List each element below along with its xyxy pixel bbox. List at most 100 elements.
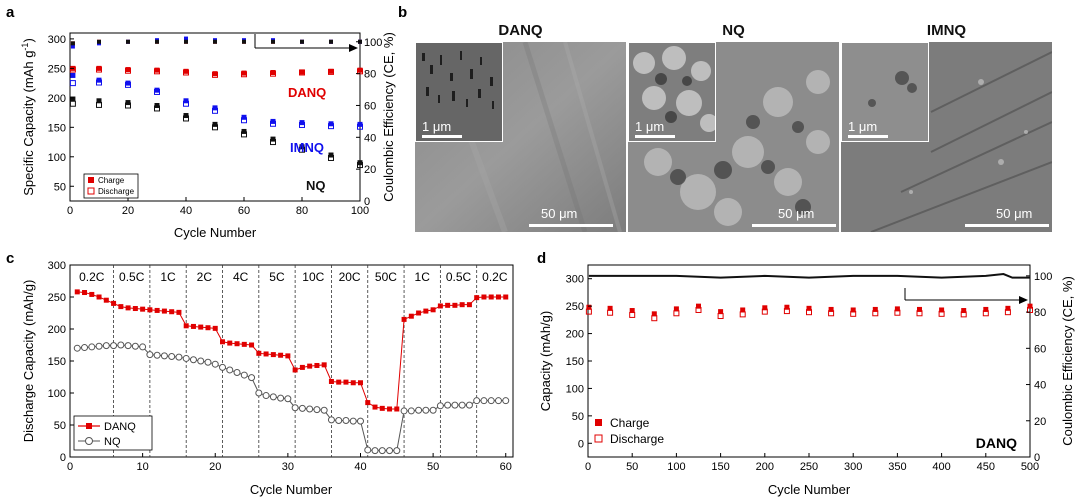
sem-inset-imnq: 1 μm bbox=[841, 42, 929, 142]
a-y2-tick-label: 100 bbox=[364, 37, 382, 49]
panel-letter-d: d bbox=[537, 250, 547, 267]
a-nq-discharge-point bbox=[270, 139, 276, 146]
c-danq-point bbox=[328, 378, 334, 384]
c-nq-point bbox=[429, 406, 437, 414]
c-rate-label: 0.5C bbox=[446, 270, 472, 284]
c-nq-point bbox=[502, 397, 510, 405]
c-nq-point bbox=[313, 406, 321, 414]
sem-scalebar-imnq bbox=[965, 224, 1049, 227]
c-nq-point bbox=[306, 405, 314, 413]
a-xtick-label: 0 bbox=[67, 205, 73, 217]
d-ylabel: Capacity (mAh/g) bbox=[538, 311, 553, 411]
d-y-tick-label: 250 bbox=[566, 301, 584, 313]
d-discharge-point bbox=[982, 310, 989, 317]
d-y-tick-label: 200 bbox=[566, 329, 584, 341]
a-danq-charge-point bbox=[357, 67, 363, 73]
a-xtick-label: 60 bbox=[238, 205, 250, 217]
d-charge-point bbox=[939, 307, 945, 313]
a-xtick-label: 80 bbox=[296, 205, 308, 217]
d-discharge-point bbox=[938, 310, 945, 317]
d-charge-point bbox=[607, 305, 613, 311]
d-discharge-point bbox=[960, 311, 967, 318]
d-y-tick-label: 100 bbox=[566, 383, 584, 395]
c-xlabel: Cycle Number bbox=[250, 482, 333, 497]
a-label-danq: DANQ bbox=[288, 85, 326, 100]
c-nq-point bbox=[349, 417, 357, 425]
c-danq-point bbox=[452, 302, 458, 308]
a-danq-discharge-point bbox=[270, 70, 276, 77]
d-y-tick-label: 0 bbox=[578, 438, 584, 450]
c-xtick-label: 50 bbox=[427, 461, 439, 473]
d-discharge-point bbox=[894, 309, 901, 316]
c-nq-point bbox=[233, 369, 241, 377]
c-danq-point bbox=[227, 340, 233, 346]
c-rate-label: 5C bbox=[269, 270, 285, 284]
c-danq-point bbox=[336, 379, 342, 385]
d-y2-tick-label: 60 bbox=[1034, 343, 1046, 355]
c-danq-point bbox=[321, 362, 327, 368]
a-label-nq: NQ bbox=[306, 178, 326, 193]
c-nq-point bbox=[211, 360, 219, 368]
c-danq-point bbox=[466, 302, 472, 308]
c-danq-point bbox=[350, 380, 356, 386]
c-danq-point bbox=[488, 294, 494, 300]
a-danq-charge-point bbox=[241, 70, 247, 76]
c-danq-point bbox=[234, 341, 240, 347]
a-y-tick-label: 100 bbox=[48, 152, 66, 164]
a-y2-tick-label: 0 bbox=[364, 196, 370, 208]
d-discharge-point bbox=[850, 310, 857, 317]
c-xtick-label: 30 bbox=[282, 461, 294, 473]
d-discharge-point bbox=[739, 311, 746, 318]
c-danq-point bbox=[299, 364, 305, 370]
a-xtick-label: 40 bbox=[180, 205, 192, 217]
c-nq-point bbox=[364, 446, 372, 454]
c-nq-point bbox=[342, 417, 350, 425]
d-y2-tick-label: 20 bbox=[1034, 416, 1046, 428]
d-annotation: DANQ bbox=[976, 435, 1017, 451]
c-danq-point bbox=[82, 290, 88, 296]
d-discharge-point bbox=[695, 306, 702, 313]
a-imnq-discharge-point bbox=[183, 100, 189, 107]
c-danq-point bbox=[154, 307, 160, 313]
d-discharge-point bbox=[629, 311, 636, 318]
d-y2label: Coulombic Efficiency (CE, %) bbox=[1060, 276, 1075, 446]
a-nq-ce-point bbox=[271, 39, 275, 44]
d-discharge-point bbox=[651, 315, 658, 322]
c-xtick-label: 0 bbox=[67, 461, 73, 473]
c-danq-point bbox=[169, 309, 175, 315]
a-imnq-discharge-point bbox=[241, 117, 247, 124]
d-xtick-label: 500 bbox=[1021, 461, 1039, 473]
d-xtick-label: 100 bbox=[667, 461, 685, 473]
a-ylabel: Specific Capacity (mAh g-1) bbox=[20, 38, 36, 196]
c-rate-label: 50C bbox=[375, 270, 397, 284]
c-danq-point bbox=[379, 405, 385, 411]
d-y2-tick-label: 80 bbox=[1034, 307, 1046, 319]
a-danq-discharge-point bbox=[183, 69, 189, 76]
c-nq-point bbox=[386, 447, 394, 455]
c-nq-point bbox=[160, 352, 168, 360]
c-nq-point bbox=[219, 363, 227, 371]
c-nq-point bbox=[327, 416, 335, 424]
c-danq-point bbox=[96, 294, 102, 300]
a-imnq-ce-point bbox=[184, 36, 188, 41]
c-danq-point bbox=[132, 306, 138, 312]
c-danq-point bbox=[365, 400, 371, 406]
c-nq-point bbox=[298, 404, 306, 412]
a-danq-discharge-point bbox=[241, 71, 247, 78]
a-danq-discharge-point bbox=[212, 71, 218, 78]
a-y-tick-label: 150 bbox=[48, 122, 66, 134]
c-y-tick-label: 0 bbox=[60, 452, 66, 464]
a-nq-ce-point bbox=[300, 39, 304, 44]
a-nq-ce-point bbox=[213, 39, 217, 44]
c-nq-point bbox=[451, 401, 459, 409]
c-nq-point bbox=[371, 447, 379, 455]
a-danq-charge-point bbox=[270, 69, 276, 75]
d-charge-point bbox=[718, 309, 724, 315]
sem-inset-scale-imnq: 1 μm bbox=[848, 119, 878, 134]
d-legend-charge: Charge bbox=[610, 416, 650, 430]
d-discharge-point bbox=[673, 310, 680, 317]
d-charge-point bbox=[828, 306, 834, 312]
d-xtick-label: 400 bbox=[932, 461, 950, 473]
c-nq-point bbox=[262, 392, 270, 400]
c-nq-point bbox=[436, 402, 444, 410]
